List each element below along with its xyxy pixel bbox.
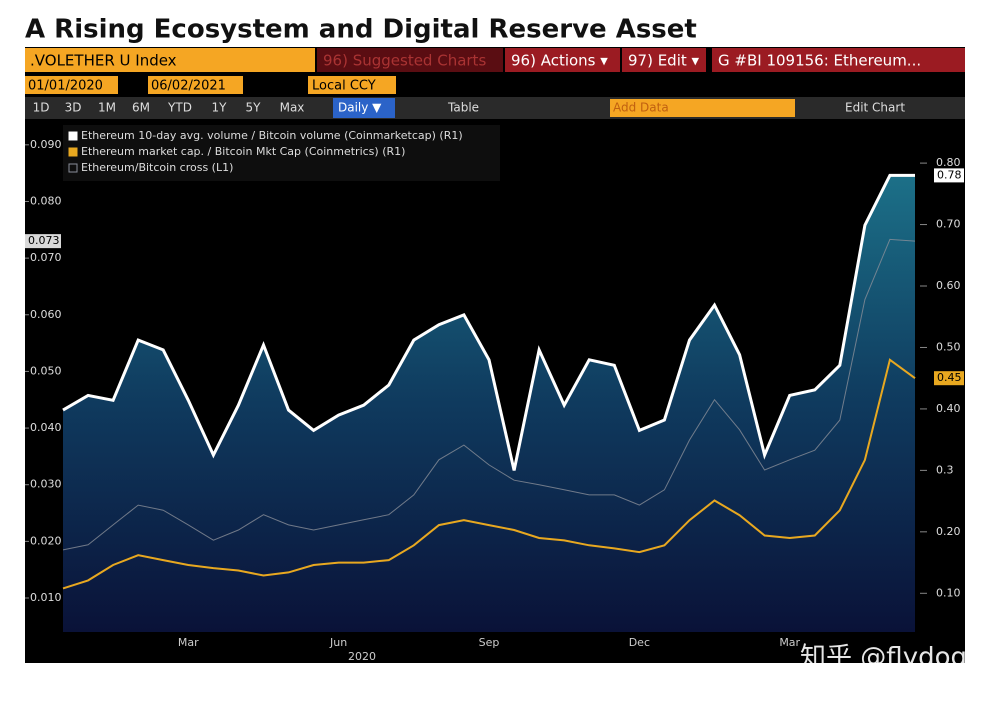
menu-button-bg bbox=[712, 48, 965, 72]
toolbar-row bbox=[25, 97, 965, 119]
y2-tick-label: 0.10 bbox=[936, 586, 961, 599]
y2-tick-label: 0.80 bbox=[936, 156, 961, 169]
period-button[interactable]: 6M bbox=[132, 101, 150, 115]
start-date[interactable]: 01/01/2020 bbox=[28, 79, 103, 94]
end-date-box bbox=[148, 76, 243, 94]
security-box bbox=[25, 48, 315, 72]
currency-box bbox=[308, 76, 396, 94]
period-button[interactable]: 1D bbox=[33, 101, 50, 115]
series-line bbox=[62, 358, 916, 590]
security[interactable]: .VOLETHER U Index bbox=[30, 52, 177, 70]
y-tick-label: 0.060 bbox=[30, 308, 62, 321]
add-data[interactable]: Add Data bbox=[613, 101, 669, 115]
currency[interactable]: Local CCY bbox=[312, 79, 376, 94]
period-button[interactable]: 3D bbox=[65, 101, 82, 115]
legend-swatch bbox=[68, 147, 78, 157]
x-tick-label: Mar bbox=[779, 636, 800, 649]
y-tick-label: 0.010 bbox=[30, 591, 62, 604]
y2-tick-label: 0.50 bbox=[936, 340, 961, 353]
menu-button[interactable]: 97) Edit ▾ bbox=[628, 52, 700, 70]
menu-button-bg bbox=[622, 48, 706, 72]
period-button[interactable]: 1Y bbox=[212, 101, 228, 115]
x-tick-label: Dec bbox=[629, 636, 650, 649]
period-button[interactable]: 1M bbox=[98, 101, 116, 115]
period-button[interactable]: 5Y bbox=[246, 101, 262, 115]
start-date-box bbox=[25, 76, 118, 94]
series-line bbox=[62, 173, 915, 471]
legend-label: Ethereum 10-day avg. volume / Bitcoin vo… bbox=[81, 129, 463, 142]
last-value-label: 0.073 bbox=[28, 234, 60, 247]
last-value-box bbox=[934, 371, 964, 386]
watermark: 知乎 @flydog bbox=[800, 643, 967, 673]
period-button[interactable]: YTD bbox=[167, 101, 192, 115]
legend-swatch bbox=[68, 131, 78, 141]
x-tick-label: Mar bbox=[178, 636, 199, 649]
y2-tick-label: 0.70 bbox=[936, 218, 961, 231]
y-tick-label: 0.090 bbox=[30, 138, 62, 151]
last-value-label: 0.45 bbox=[937, 371, 962, 384]
add-data-box bbox=[610, 99, 795, 117]
legend-swatch bbox=[68, 163, 78, 173]
last-value-box bbox=[25, 234, 61, 249]
x-tick-label: Jun bbox=[329, 636, 347, 649]
y-tick-label: 0.030 bbox=[30, 478, 62, 491]
y-tick-label: 0.040 bbox=[30, 421, 62, 434]
y-tick-label: 0.070 bbox=[30, 251, 62, 264]
chart-title: A Rising Ecosystem and Digital Reserve A… bbox=[25, 15, 697, 45]
menu-button-bg bbox=[317, 48, 503, 72]
series-area bbox=[63, 175, 915, 632]
x-axis-label: 2020 bbox=[348, 650, 376, 663]
legend-box bbox=[63, 125, 500, 181]
legend-label: Ethereum/Bitcoin cross (L1) bbox=[81, 161, 233, 174]
end-date[interactable]: 06/02/2021 bbox=[151, 79, 226, 94]
y-tick-label: 0.020 bbox=[30, 534, 62, 547]
legend-label: Ethereum market cap. / Bitcoin Mkt Cap (… bbox=[81, 145, 405, 158]
y2-tick-label: 0.40 bbox=[936, 402, 961, 415]
menu-button[interactable]: 96) Actions ▾ bbox=[511, 52, 608, 70]
table-button[interactable]: Table bbox=[447, 101, 479, 115]
series-line bbox=[62, 238, 916, 551]
frequency[interactable]: Daily ▼ bbox=[338, 101, 382, 115]
last-value-box bbox=[934, 168, 964, 183]
y-tick-label: 0.080 bbox=[30, 194, 62, 207]
y2-tick-label: 0.20 bbox=[936, 525, 961, 538]
edit-chart[interactable]: Edit Chart bbox=[845, 101, 905, 115]
y2-tick-label: 0.60 bbox=[936, 279, 961, 292]
y2-tick-label: 0.3 bbox=[936, 463, 954, 476]
menu-button[interactable]: 96) Suggested Charts bbox=[323, 52, 486, 70]
menu-button-bg bbox=[505, 48, 620, 72]
menu-button[interactable]: G #BI 109156: Ethereum... bbox=[718, 52, 921, 70]
last-value-label: 0.78 bbox=[937, 168, 962, 181]
x-tick-label: Sep bbox=[479, 636, 500, 649]
y-tick-label: 0.050 bbox=[30, 364, 62, 377]
frequency-box bbox=[333, 98, 395, 118]
period-button[interactable]: Max bbox=[280, 101, 305, 115]
